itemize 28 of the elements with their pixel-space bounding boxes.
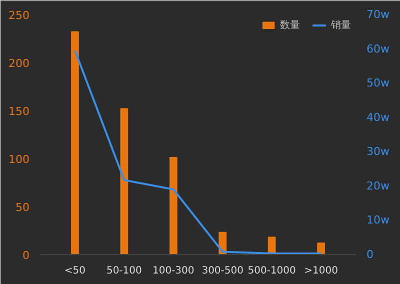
y-tick-label: 50	[16, 201, 30, 214]
y2-tick-label: 10w	[366, 214, 390, 227]
y2-tick-label: 70w	[366, 8, 390, 21]
x-tick-label: 300-500	[202, 266, 244, 276]
bar	[120, 108, 128, 254]
y2-tick-label: 0	[366, 248, 374, 261]
legend-label: 数量	[280, 19, 300, 32]
bar	[71, 31, 79, 254]
x-tick-label: 100-300	[152, 266, 194, 276]
bar	[169, 157, 178, 254]
legend-label: 销量	[331, 19, 351, 32]
y2-tick-label: 20w	[366, 179, 390, 192]
y-tick-label: 150	[8, 105, 30, 118]
y2-tick-label: 30w	[366, 145, 390, 158]
x-tick-label: <50	[64, 266, 86, 276]
line-series	[74, 50, 322, 254]
y-tick-label: 0	[22, 249, 30, 262]
x-tick-label: 50-100	[106, 266, 142, 276]
y2-tick-label: 50w	[366, 76, 390, 90]
bar	[317, 242, 325, 254]
y2-tick-label: 40w	[366, 110, 390, 124]
bar	[268, 236, 276, 254]
y-tick-label: 200	[8, 57, 30, 70]
y2-tick-label: 60w	[366, 42, 390, 56]
x-tick-label: 500-1000	[248, 266, 296, 276]
x-tick-label: >1000	[304, 266, 338, 276]
y-tick-label: 100	[8, 153, 30, 166]
y-tick-label: 250	[8, 9, 30, 22]
